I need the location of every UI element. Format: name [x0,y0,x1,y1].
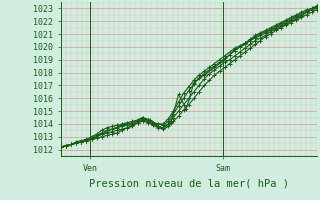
X-axis label: Pression niveau de la mer( hPa ): Pression niveau de la mer( hPa ) [89,178,289,188]
